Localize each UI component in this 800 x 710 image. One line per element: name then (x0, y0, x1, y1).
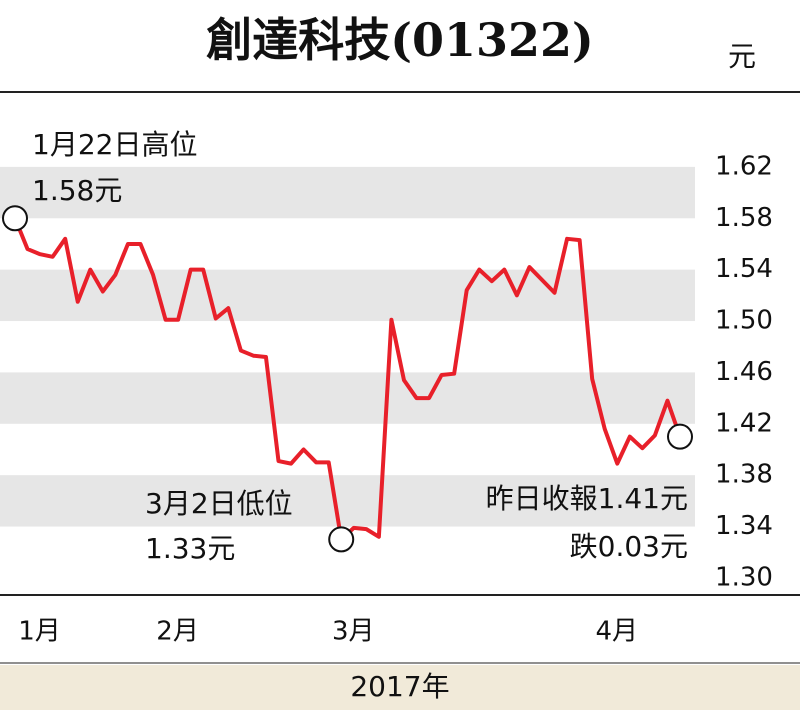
annotation: 1.58元 (32, 174, 122, 207)
y-unit: 元 (728, 40, 756, 73)
y-tick-label: 1.38 (715, 460, 773, 490)
marker (328, 526, 355, 553)
y-tick-label: 1.30 (715, 562, 773, 592)
y-tick-label: 1.46 (715, 357, 773, 387)
x-tick-label: 1月 (18, 617, 61, 647)
footer-band (0, 665, 800, 710)
bands (0, 166, 695, 527)
x-tick-label: 2月 (156, 617, 199, 647)
x-tick-label: 4月 (595, 617, 638, 647)
annotation: 1月22日高位 (32, 128, 197, 161)
grid-band (0, 269, 695, 322)
annotation: 昨日收報1.41元 (486, 482, 688, 515)
marker (667, 423, 693, 450)
y-tick-label: 1.54 (715, 254, 773, 284)
marker (2, 205, 28, 232)
x-tick-label: 3月 (332, 617, 375, 647)
y-tick-label: 1.62 (715, 151, 773, 181)
grid-band (0, 372, 695, 424)
grid-band (0, 475, 695, 527)
chart-title: 創達科技(01322) (206, 13, 594, 67)
annotation: 3月2日低位 (145, 487, 293, 520)
y-tick-label: 1.34 (715, 511, 773, 541)
annotation: 跌0.03元 (570, 530, 688, 563)
grid-band (0, 166, 695, 219)
annotation: 1.33元 (145, 532, 235, 565)
y-tick-label: 1.42 (715, 408, 773, 438)
y-tick-label: 1.50 (715, 306, 773, 336)
y-tick-label: 1.58 (715, 203, 773, 233)
x-axis-label: 2017年 (350, 670, 449, 703)
